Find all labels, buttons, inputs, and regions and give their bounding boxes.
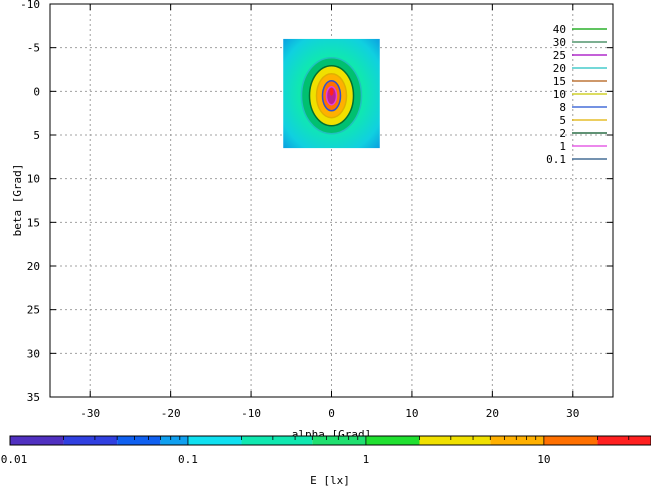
legend-label: 5 [559, 114, 566, 127]
colorbar: 0.01 0.1 1 10 [1, 435, 651, 466]
x-tick-label: -20 [161, 407, 181, 420]
colorbar-tick-label: 0.01 [1, 453, 28, 466]
legend-label: 0.1 [546, 153, 566, 166]
colorbar-band [543, 436, 598, 445]
colorbar-band [597, 436, 651, 445]
colorbar-band [241, 436, 313, 445]
legend-label: 25 [553, 49, 566, 62]
x-tick-label: 10 [405, 407, 418, 420]
x-tick-label: 0 [328, 407, 335, 420]
legend-label: 1 [559, 140, 566, 153]
legend-label: 8 [559, 101, 566, 114]
colorbar-band [419, 436, 491, 445]
y-tick-label: 25 [27, 304, 40, 317]
y-tick-label: 0 [33, 85, 40, 98]
y-tick-label: 15 [27, 216, 40, 229]
y-tick-label: 5 [33, 129, 40, 142]
legend-label: 2 [559, 127, 566, 140]
legend-label: 40 [553, 23, 566, 36]
colorbar-band [187, 436, 242, 445]
colorbar-tick-label: 1 [363, 453, 370, 466]
y-tick-label: 20 [27, 260, 40, 273]
x-tick-label: 30 [566, 407, 579, 420]
y-tick-label: -5 [27, 42, 40, 55]
y-tick-label: -10 [20, 0, 40, 11]
y-tick-label: 10 [27, 173, 40, 186]
x-tick-label: -30 [80, 407, 100, 420]
legend-label: 15 [553, 75, 566, 88]
colorbar-tick-label: 10 [537, 453, 550, 466]
colorbar-band [117, 436, 161, 445]
colorbar-label: E [lx] [310, 474, 350, 486]
heatmap [283, 38, 380, 149]
y-tick-label: 35 [27, 391, 40, 404]
legend-label: 30 [553, 36, 566, 49]
x-tick-label: -10 [241, 407, 261, 420]
x-axis-ticks: -30 -20 -10 0 10 20 30 [80, 4, 579, 420]
legend-label: 20 [553, 62, 566, 75]
colorbar-band [160, 436, 188, 445]
colorbar-band [10, 436, 64, 445]
y-axis-label: beta [Grad] [11, 164, 24, 237]
colorbar-band [63, 436, 118, 445]
colorbar-band [490, 436, 544, 445]
colorbar-tick-label: 0.1 [178, 453, 198, 466]
x-tick-label: 20 [486, 407, 499, 420]
legend-label: 10 [553, 88, 566, 101]
colorbar-band [365, 436, 420, 445]
contour-region-peak [329, 87, 334, 96]
y-tick-label: 30 [27, 347, 40, 360]
colorbar-band [312, 436, 366, 445]
